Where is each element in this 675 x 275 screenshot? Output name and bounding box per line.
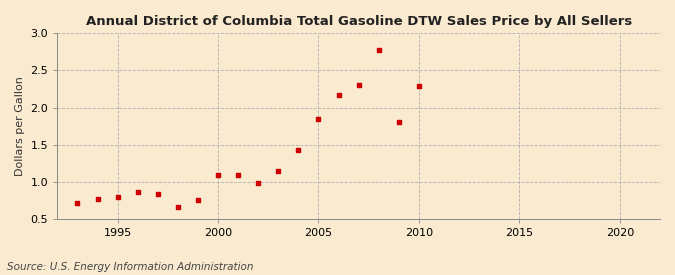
Point [253, 180, 264, 185]
Point [153, 191, 163, 196]
Point [333, 93, 344, 97]
Point [213, 173, 223, 177]
Y-axis label: Dollars per Gallon: Dollars per Gallon [15, 76, 25, 176]
Point [192, 197, 203, 202]
Point [132, 190, 143, 194]
Point [112, 194, 123, 199]
Point [353, 82, 364, 87]
Point [414, 84, 425, 88]
Text: Source: U.S. Energy Information Administration: Source: U.S. Energy Information Administ… [7, 262, 253, 272]
Point [173, 205, 184, 209]
Title: Annual District of Columbia Total Gasoline DTW Sales Price by All Sellers: Annual District of Columbia Total Gasoli… [86, 15, 632, 28]
Point [373, 48, 384, 53]
Point [72, 200, 83, 205]
Point [233, 173, 244, 177]
Point [92, 197, 103, 201]
Point [313, 117, 324, 122]
Point [293, 148, 304, 152]
Point [394, 120, 404, 125]
Point [273, 169, 284, 173]
